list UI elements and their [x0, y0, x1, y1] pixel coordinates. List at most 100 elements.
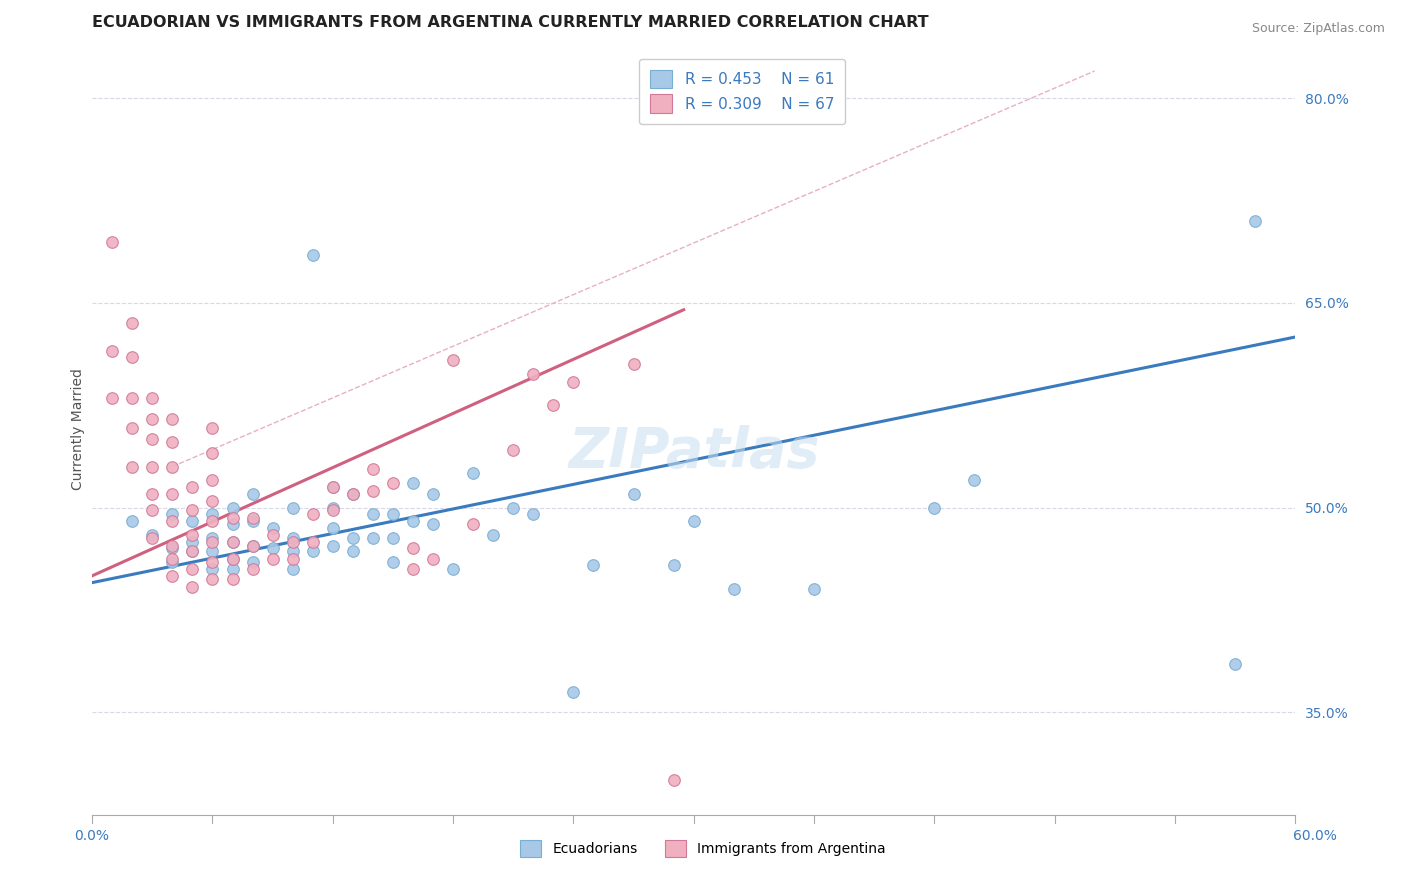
Point: [623, 487, 645, 501]
Point: [361, 484, 384, 499]
Point: [381, 555, 404, 569]
Point: [342, 487, 364, 501]
Point: [141, 433, 163, 447]
Point: [201, 544, 224, 558]
Point: [121, 459, 143, 474]
Point: [562, 375, 585, 389]
Point: [181, 503, 204, 517]
Point: [342, 487, 364, 501]
Point: [281, 552, 304, 566]
Point: [402, 541, 425, 556]
Point: [221, 511, 243, 525]
Text: ECUADORIAN VS IMMIGRANTS FROM ARGENTINA CURRENTLY MARRIED CORRELATION CHART: ECUADORIAN VS IMMIGRANTS FROM ARGENTINA …: [93, 15, 929, 30]
Point: [301, 248, 323, 262]
Point: [502, 443, 524, 458]
Point: [803, 582, 825, 597]
Point: [242, 539, 264, 553]
Point: [322, 500, 344, 515]
Point: [201, 572, 224, 586]
Point: [181, 528, 204, 542]
Point: [162, 508, 184, 522]
Point: [422, 487, 444, 501]
Point: [262, 521, 284, 535]
Point: [162, 555, 184, 569]
Point: [242, 487, 264, 501]
Point: [141, 528, 163, 542]
Point: [141, 412, 163, 426]
Point: [121, 392, 143, 406]
Point: [262, 528, 284, 542]
Point: [1223, 657, 1246, 672]
Point: [221, 572, 243, 586]
Point: [322, 480, 344, 494]
Point: [162, 459, 184, 474]
Point: [141, 503, 163, 517]
Point: [162, 539, 184, 553]
Point: [101, 343, 124, 358]
Point: [422, 516, 444, 531]
Text: 0.0%: 0.0%: [75, 830, 108, 843]
Point: [121, 351, 143, 365]
Legend: R = 0.453    N = 61, R = 0.309    N = 67: R = 0.453 N = 61, R = 0.309 N = 67: [638, 59, 845, 124]
Point: [162, 569, 184, 583]
Y-axis label: Currently Married: Currently Married: [72, 368, 86, 490]
Point: [682, 514, 704, 528]
Point: [963, 473, 986, 487]
Point: [322, 503, 344, 517]
Point: [201, 514, 224, 528]
Point: [181, 544, 204, 558]
Point: [482, 528, 505, 542]
Point: [924, 500, 946, 515]
Point: [441, 562, 464, 576]
Point: [242, 511, 264, 525]
Point: [281, 534, 304, 549]
Point: [141, 487, 163, 501]
Point: [162, 487, 184, 501]
Point: [201, 531, 224, 545]
Point: [201, 446, 224, 460]
Point: [221, 516, 243, 531]
Point: [381, 531, 404, 545]
Point: [281, 500, 304, 515]
Point: [181, 544, 204, 558]
Point: [543, 398, 565, 412]
Point: [162, 514, 184, 528]
Point: [121, 317, 143, 331]
Point: [281, 544, 304, 558]
Point: [242, 539, 264, 553]
Point: [522, 367, 544, 381]
Point: [221, 534, 243, 549]
Text: ZIPatlas: ZIPatlas: [568, 425, 820, 479]
Point: [262, 541, 284, 556]
Point: [441, 353, 464, 368]
Point: [162, 412, 184, 426]
Point: [502, 500, 524, 515]
Point: [301, 544, 323, 558]
Point: [162, 552, 184, 566]
Point: [342, 531, 364, 545]
Point: [181, 514, 204, 528]
Point: [381, 475, 404, 490]
Point: [141, 392, 163, 406]
Point: [422, 552, 444, 566]
Point: [301, 534, 323, 549]
Point: [522, 508, 544, 522]
Point: [322, 521, 344, 535]
Point: [201, 493, 224, 508]
Point: [623, 357, 645, 371]
Point: [301, 508, 323, 522]
Point: [221, 552, 243, 566]
Point: [723, 582, 745, 597]
Text: 60.0%: 60.0%: [1292, 830, 1337, 843]
Point: [221, 534, 243, 549]
Point: [181, 480, 204, 494]
Point: [402, 562, 425, 576]
Point: [242, 514, 264, 528]
Point: [181, 580, 204, 594]
Point: [221, 500, 243, 515]
Point: [141, 459, 163, 474]
Point: [242, 555, 264, 569]
Point: [181, 534, 204, 549]
Point: [201, 421, 224, 435]
Point: [141, 531, 163, 545]
